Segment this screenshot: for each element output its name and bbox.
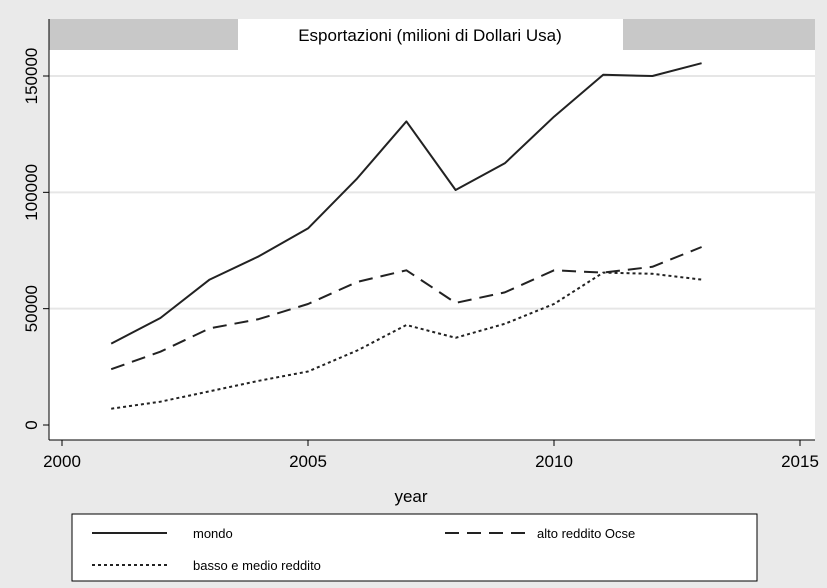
y-tick-label-100000: 100000 (22, 164, 41, 221)
legend: mondo alto reddito Ocse basso e medio redd… (92, 526, 635, 573)
legend-label-2: basso e medio reddito (193, 558, 321, 573)
x-tick-label-2000: 2000 (43, 452, 81, 471)
series-lines (110, 62, 702, 410)
axes: 0 50000 100000 150000 2000 2005 2010 2015 (22, 19, 819, 471)
series-line-0 (110, 62, 702, 345)
series-line-2 (111, 271, 702, 410)
title-box (238, 19, 623, 50)
legend-label-0: mondo (193, 526, 233, 541)
y-tick-label-50000: 50000 (22, 285, 41, 332)
x-axis-title: year (394, 487, 427, 506)
x-tick-label-2010: 2010 (535, 452, 573, 471)
legend-label-1: alto reddito Ocse (537, 526, 635, 541)
y-tick-label-150000: 150000 (22, 48, 41, 105)
x-tick-label-2005: 2005 (289, 452, 327, 471)
series-line-1 (110, 246, 702, 371)
chart-title: Esportazioni (milioni di Dollari Usa) (298, 26, 562, 45)
plot-area (49, 19, 815, 440)
x-tick-label-2015: 2015 (781, 452, 819, 471)
y-tick-label-0: 0 (22, 420, 41, 429)
gridlines (49, 75, 815, 310)
legend-box (71, 513, 758, 582)
